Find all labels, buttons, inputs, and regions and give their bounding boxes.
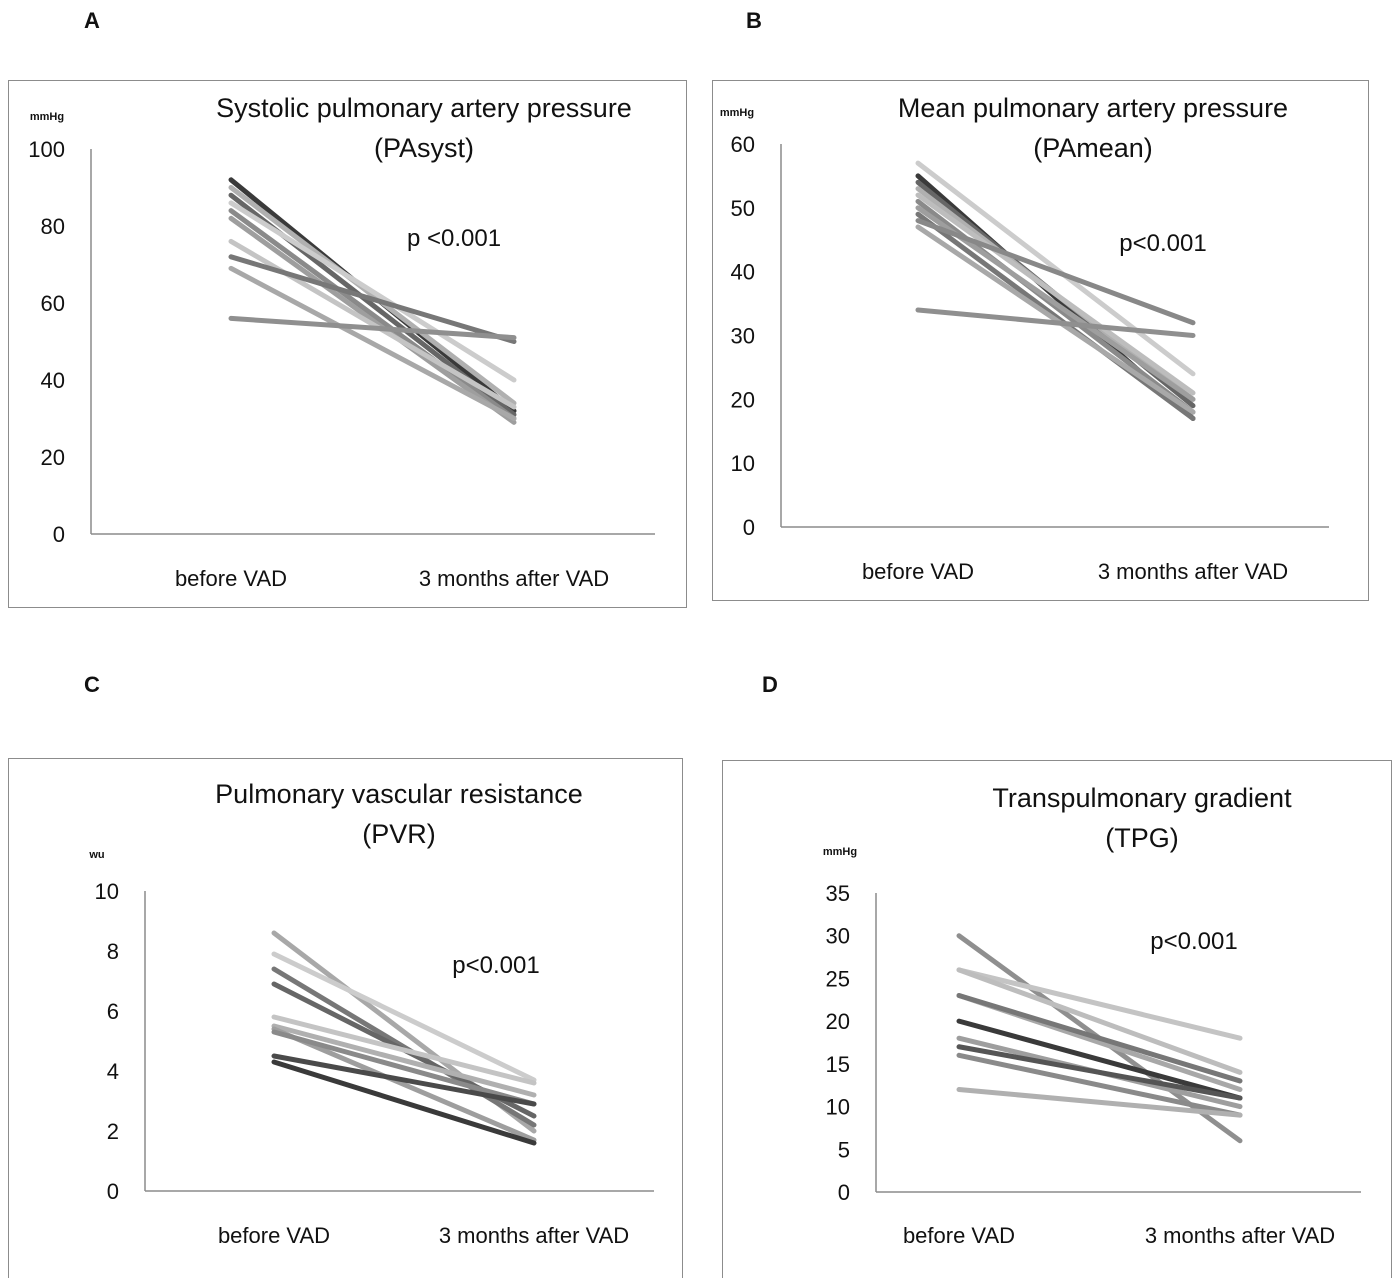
y-tick-label: 10 [826, 1095, 850, 1120]
y-tick-label: 10 [731, 451, 755, 476]
y-tick-label: 5 [838, 1137, 850, 1162]
y-tick-label: 2 [107, 1119, 119, 1144]
y-unit-label: mmHg [720, 107, 754, 119]
y-tick-label: 10 [95, 879, 119, 904]
y-tick-label: 40 [41, 368, 65, 393]
y-tick-label: 60 [41, 291, 65, 316]
p-value-annotation: p<0.001 [1150, 928, 1237, 955]
chart-pamean: 0 10 20 30 40 50 60 mmHg Mean pulmonary artery p… [712, 80, 1369, 601]
y-tick-label: 40 [731, 260, 755, 285]
series-line-8 [915, 211, 1196, 421]
y-tick-label: 30 [731, 324, 755, 349]
series-line-9 [228, 265, 517, 421]
y-tick-label: 20 [41, 445, 65, 470]
series-line-9 [956, 1052, 1243, 1118]
y-tick-label: 6 [107, 999, 119, 1024]
x-category-label: before VAD [862, 559, 974, 584]
series-line-3 [956, 967, 1243, 1075]
y-tick-label: 50 [731, 196, 755, 221]
y-tick-label: 8 [107, 939, 119, 964]
x-category-label: before VAD [903, 1223, 1015, 1248]
series-line-10 [915, 224, 1196, 415]
series-line-2 [271, 951, 537, 1083]
chart-title-line: Mean pulmonary artery pressure [898, 93, 1288, 123]
series-line-5 [956, 993, 1243, 1084]
x-category-label: before VAD [218, 1223, 330, 1248]
y-tick-label: 0 [743, 515, 755, 540]
panel-label-a: A [84, 8, 100, 33]
y-tick-label: 0 [107, 1179, 119, 1204]
chart-tpg: 0 5 10 15 20 25 30 35 mmHg Transpulmonary gradien… [722, 760, 1392, 1278]
chart-pasyst: 0 20 40 60 80 100 mmHg Systolic pulmonary arter… [8, 80, 687, 608]
series-line-8 [271, 1029, 537, 1107]
series-line-3 [271, 966, 537, 1128]
y-tick-label: 20 [826, 1009, 850, 1034]
x-category-label: 3 months after VAD [1098, 559, 1288, 584]
y-tick-label: 4 [107, 1059, 119, 1084]
chart-title-line: Pulmonary vascular resistance [215, 779, 583, 809]
y-unit-label: mmHg [30, 111, 64, 123]
x-category-label: 3 months after VAD [439, 1223, 629, 1248]
series-line-10 [956, 1086, 1243, 1118]
series-line-8 [956, 1044, 1243, 1101]
series-line-6 [271, 1023, 537, 1098]
y-tick-label: 60 [731, 132, 755, 157]
chart-pamean-svg: 0 10 20 30 40 50 60 mmHg Mean pulmonary artery p… [720, 93, 1329, 584]
series-line-9 [271, 1053, 537, 1107]
series-line-5 [271, 1014, 537, 1086]
series-line-1 [915, 160, 1196, 377]
y-tick-label: 25 [826, 966, 850, 991]
y-tick-label: 100 [28, 137, 65, 162]
chart-pasyst-svg: 0 20 40 60 80 100 mmHg Systolic pulmonary arter… [28, 93, 655, 591]
chart-title-line: (PAsyst) [374, 133, 474, 163]
series-line-10 [228, 315, 517, 341]
series-line-2 [956, 967, 1243, 1041]
series-line-9 [915, 218, 1196, 326]
series-line-8 [228, 254, 517, 344]
series-line-6 [228, 215, 517, 425]
chart-title-line: (PVR) [362, 819, 436, 849]
p-value-annotation: p <0.001 [407, 225, 501, 252]
y-tick-label: 0 [838, 1180, 850, 1205]
panel-label-b: B [746, 8, 762, 33]
y-tick-label: 80 [41, 214, 65, 239]
chart-title-line: (TPG) [1105, 823, 1179, 853]
chart-title-line: Transpulmonary gradient [992, 783, 1292, 813]
y-unit-label: wu [88, 849, 104, 861]
chart-tpg-svg: 0 5 10 15 20 25 30 35 mmHg Transpulmonary gradien… [823, 783, 1361, 1248]
y-tick-label: 30 [826, 924, 850, 949]
chart-title-line: Systolic pulmonary artery pressure [216, 93, 632, 123]
series-line-7 [228, 238, 517, 410]
y-unit-label: mmHg [823, 846, 857, 858]
series-line-10 [271, 1059, 537, 1146]
y-tick-label: 20 [731, 387, 755, 412]
series-line-5 [228, 208, 517, 421]
series-line-6 [956, 1018, 1243, 1101]
y-tick-label: 35 [826, 881, 850, 906]
x-category-label: 3 months after VAD [419, 566, 609, 591]
y-tick-label: 0 [53, 522, 65, 547]
series-line-2 [228, 185, 517, 406]
chart-pvr: 0 2 4 6 8 10 wu Pulmonary vascular resistance (P… [8, 758, 683, 1278]
y-tick-label: 15 [826, 1052, 850, 1077]
series-line-4 [228, 200, 517, 383]
chart-title-line: (PAmean) [1033, 133, 1153, 163]
panel-label-d: D [762, 672, 778, 697]
series-line-5 [915, 192, 1196, 396]
series-line-7 [271, 1026, 537, 1143]
chart-pvr-svg: 0 2 4 6 8 10 wu Pulmonary vascular resistance (P… [88, 779, 654, 1248]
x-category-label: 3 months after VAD [1145, 1223, 1335, 1248]
p-value-annotation: p<0.001 [1119, 230, 1206, 257]
p-value-annotation: p<0.001 [452, 952, 539, 979]
panel-label-c: C [84, 672, 100, 697]
x-category-label: before VAD [175, 566, 287, 591]
series-line-11 [915, 307, 1196, 338]
